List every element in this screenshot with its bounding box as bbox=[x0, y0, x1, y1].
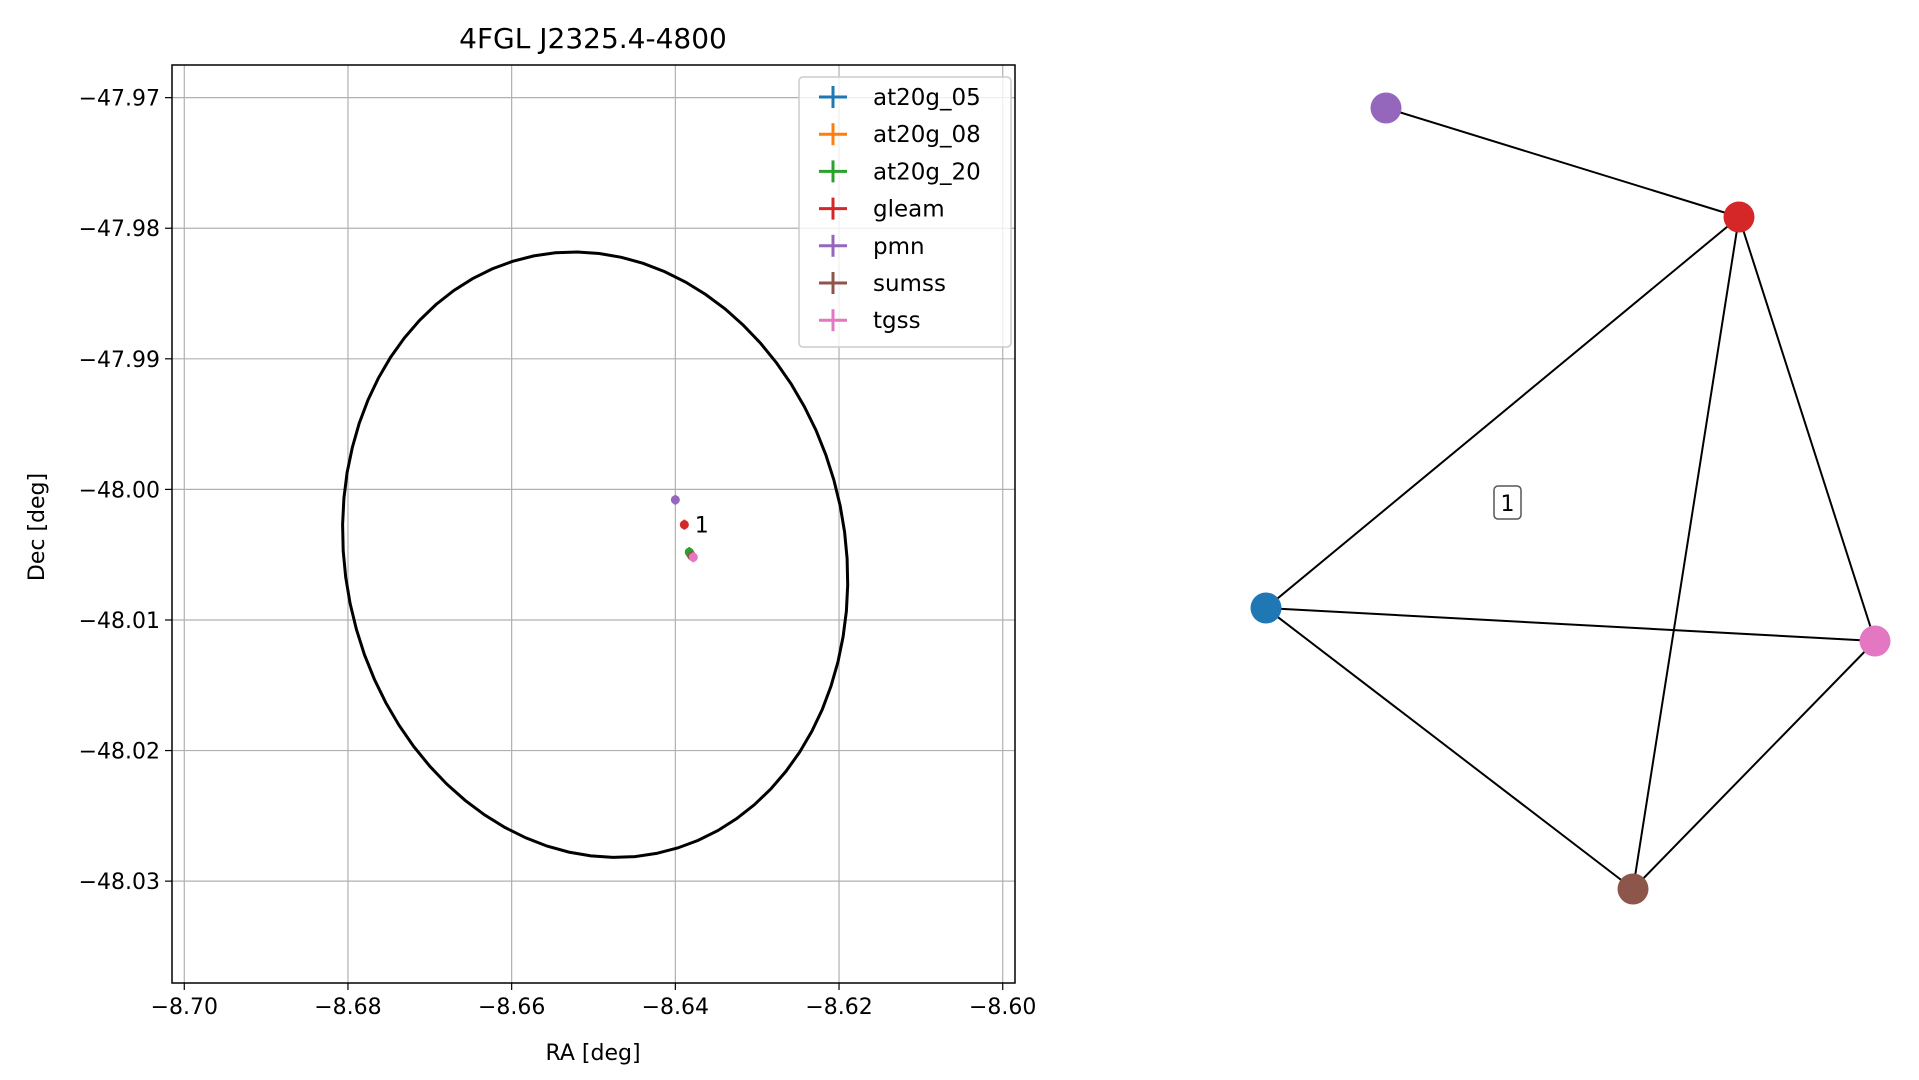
x-tick-label: −8.60 bbox=[969, 995, 1036, 1020]
y-tick-label: −48.00 bbox=[79, 478, 160, 503]
edge-gleam-tgss bbox=[1738, 216, 1876, 642]
edge-gleam-at20g bbox=[1265, 216, 1740, 609]
legend-entry-at20g_05: at20g_05 bbox=[819, 85, 981, 111]
legend-label: gleam bbox=[873, 197, 945, 223]
y-tick-label: −48.03 bbox=[79, 870, 160, 895]
y-tick-label: −47.97 bbox=[79, 87, 160, 112]
legend-box bbox=[798, 76, 1012, 348]
node-at20g bbox=[1250, 592, 1282, 624]
legend-entry-tgss: tgss bbox=[819, 308, 921, 334]
chart-title: 4FGL J2325.4-4800 bbox=[459, 22, 727, 55]
edge-at20g-tgss bbox=[1265, 607, 1876, 642]
x-axis-ticks: −8.70 −8.68 −8.66 −8.64 −8.62 −8.60 bbox=[151, 983, 1036, 1020]
node-sumss bbox=[1617, 873, 1649, 905]
legend-label: tgss bbox=[873, 308, 921, 334]
localization-ellipse bbox=[341, 250, 850, 859]
cluster-label-box bbox=[1493, 485, 1522, 520]
axes-frame bbox=[171, 64, 1016, 984]
y-axis-label: Dec [deg] bbox=[25, 473, 50, 581]
legend-entry-pmn: pmn bbox=[819, 234, 925, 260]
y-tick-label: −48.01 bbox=[79, 609, 160, 634]
x-axis-label: RA [deg] bbox=[545, 1041, 640, 1066]
cluster-label-text: 1 bbox=[1501, 492, 1515, 517]
legend-label: at20g_05 bbox=[873, 85, 981, 111]
scatter-plot: 1 −8.70 −8.68 −8.66 −8.64 −8.62 −8.60 −47.97−… bbox=[25, 22, 1036, 1066]
legend-label: at20g_08 bbox=[873, 122, 981, 148]
legend-entry-at20g_08: at20g_08 bbox=[819, 122, 981, 148]
x-tick-label: −8.62 bbox=[805, 995, 872, 1020]
legend-entry-at20g_20: at20g_20 bbox=[819, 159, 981, 185]
network-edges bbox=[1265, 107, 1876, 890]
point-annotation: 1 bbox=[695, 514, 709, 539]
legend-label: at20g_20 bbox=[873, 159, 981, 185]
legend-label: pmn bbox=[873, 234, 925, 260]
x-tick-label: −8.64 bbox=[642, 995, 709, 1020]
x-tick-label: −8.66 bbox=[478, 995, 545, 1020]
node-pmn bbox=[1370, 92, 1402, 124]
y-tick-label: −47.98 bbox=[79, 217, 160, 242]
error-ellipse bbox=[341, 250, 850, 859]
legend-entry-gleam: gleam bbox=[819, 197, 945, 223]
grid bbox=[172, 65, 1015, 983]
node-gleam bbox=[1723, 201, 1755, 233]
data-point-tgss bbox=[688, 552, 698, 562]
edge-gleam-sumss bbox=[1632, 216, 1740, 890]
y-tick-label: −48.02 bbox=[79, 740, 160, 765]
data-point-pmn bbox=[670, 495, 680, 505]
edge-at20g-sumss bbox=[1265, 607, 1634, 890]
edge-sumss-tgss bbox=[1632, 640, 1876, 890]
network-nodes bbox=[1250, 92, 1891, 905]
edge-pmn-gleam bbox=[1385, 107, 1740, 218]
x-tick-label: −8.70 bbox=[151, 995, 218, 1020]
x-tick-label: −8.68 bbox=[314, 995, 381, 1020]
node-tgss bbox=[1859, 625, 1891, 657]
y-axis-ticks: −47.97 −47.98 −47.99 −48.00 −48.01 −48.02 −48.… bbox=[79, 87, 172, 895]
legend-entry-sumss: sumss bbox=[819, 271, 946, 297]
data-point-gleam bbox=[679, 520, 689, 530]
cluster-label: 1 bbox=[1493, 485, 1522, 520]
network-graph: 1 bbox=[1250, 92, 1891, 905]
data-points bbox=[670, 494, 698, 563]
legend-label: sumss bbox=[873, 271, 946, 297]
y-tick-label: −47.99 bbox=[79, 348, 160, 373]
